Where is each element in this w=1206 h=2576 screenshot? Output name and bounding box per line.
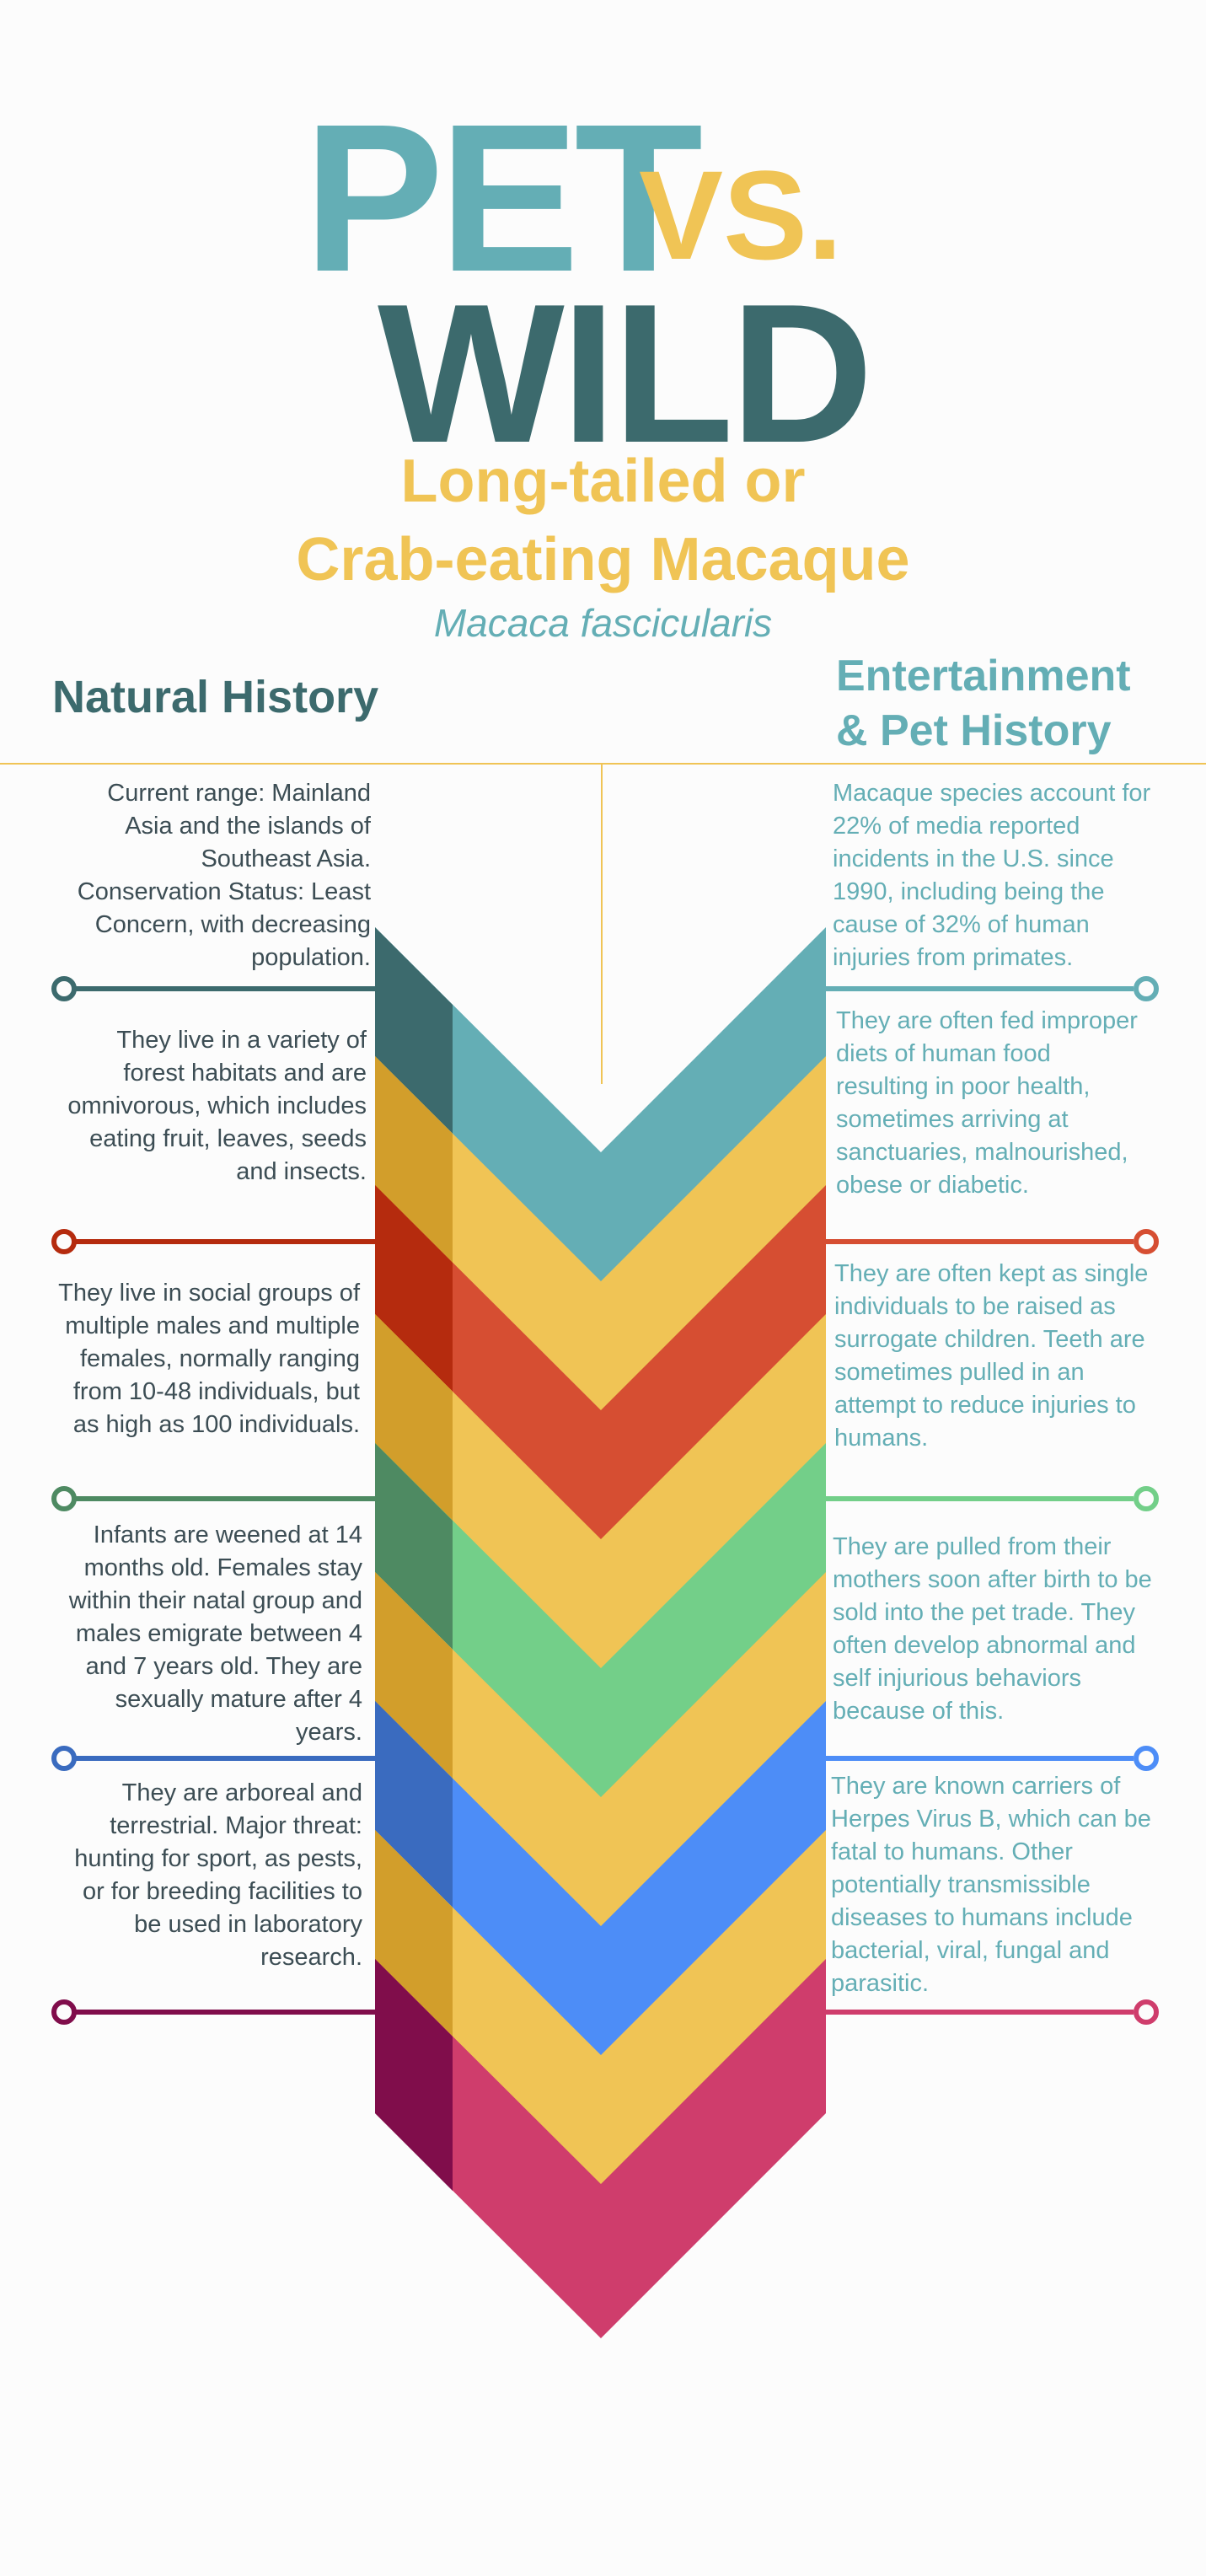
title-pet: PET xyxy=(303,80,703,315)
pet-history-text-2: They are often fed improper diets of hum… xyxy=(836,1007,1138,1199)
connector-dot-right-pink xyxy=(1134,1999,1159,2025)
chevron-yellow-1-shade xyxy=(375,1056,453,1288)
chevron-yellow-4-shade xyxy=(375,1830,453,2062)
species-name-line2: Crab-eating Macaque xyxy=(296,526,910,593)
natural-history-text-3: They live in social groups of multiple m… xyxy=(58,1280,360,1438)
connector-dot-left-teal xyxy=(51,976,77,1001)
pet-history-text-4: They are pulled from their mothers soon … xyxy=(833,1533,1152,1725)
natural-history-text-5: They are arboreal and terrestrial. Major… xyxy=(74,1779,362,1971)
chevron-yellow-4 xyxy=(375,1830,826,2209)
chevron-yellow-3 xyxy=(375,1572,826,1951)
connector-dot-left-blue xyxy=(51,1746,77,1771)
connector-dot-left-red xyxy=(51,1229,77,1254)
chevron-blue xyxy=(375,1701,826,2080)
chevron-yellow-3-shade xyxy=(375,1572,453,1804)
pet-history-heading: Entertainment & Pet History xyxy=(836,649,1131,759)
chevron-red-shade xyxy=(375,1185,453,1417)
title-vs: VS. xyxy=(639,144,843,286)
natural-history-heading: Natural History xyxy=(52,672,379,722)
chevron-green-shade xyxy=(375,1443,453,1675)
connector-dot-left-pink xyxy=(51,1999,77,2025)
species-name-line1: Long-tailed or xyxy=(400,448,806,515)
connector-dot-left-green xyxy=(51,1486,77,1511)
connector-dot-right-red xyxy=(1134,1229,1159,1254)
natural-history-text-1: Current range: Mainland Asia and the isl… xyxy=(77,780,371,971)
scientific-name: Macaca fascicularis xyxy=(433,601,773,645)
chevron-red xyxy=(375,1185,826,1564)
pet-history-text-1: Macaque species account for 22% of media… xyxy=(833,780,1151,971)
chevron-yellow-1 xyxy=(375,1056,826,1436)
pet-history-text-3: They are often kept as single individual… xyxy=(834,1260,1149,1452)
connector-dot-right-blue xyxy=(1134,1746,1159,1771)
natural-history-text-4: Infants are weened at 14 months old. Fem… xyxy=(68,1521,362,1746)
chevron-green xyxy=(375,1443,826,1822)
chevron-pink-shade xyxy=(375,1959,453,2191)
chevron-pink xyxy=(375,1959,826,2338)
chevron-teal-shade xyxy=(375,927,453,1159)
natural-history-text-2: They live in a variety of forest habitat… xyxy=(67,1027,367,1185)
pet-history-heading-line1: Entertainment xyxy=(836,652,1131,700)
chevron-yellow-2-shade xyxy=(375,1314,453,1546)
chevron-yellow-2 xyxy=(375,1314,826,1693)
pet-history-heading-line2: & Pet History xyxy=(836,706,1112,755)
header-divider xyxy=(0,763,1206,765)
connector-dot-right-teal xyxy=(1134,976,1159,1001)
title-wild: WILD xyxy=(378,262,873,484)
center-divider xyxy=(601,764,603,1084)
pet-history-text-5: They are known carriers of Herpes Virus … xyxy=(831,1773,1151,1997)
connector-dot-right-green xyxy=(1134,1486,1159,1511)
chevron-teal xyxy=(375,927,826,1307)
chevron-blue-shade xyxy=(375,1701,453,1933)
